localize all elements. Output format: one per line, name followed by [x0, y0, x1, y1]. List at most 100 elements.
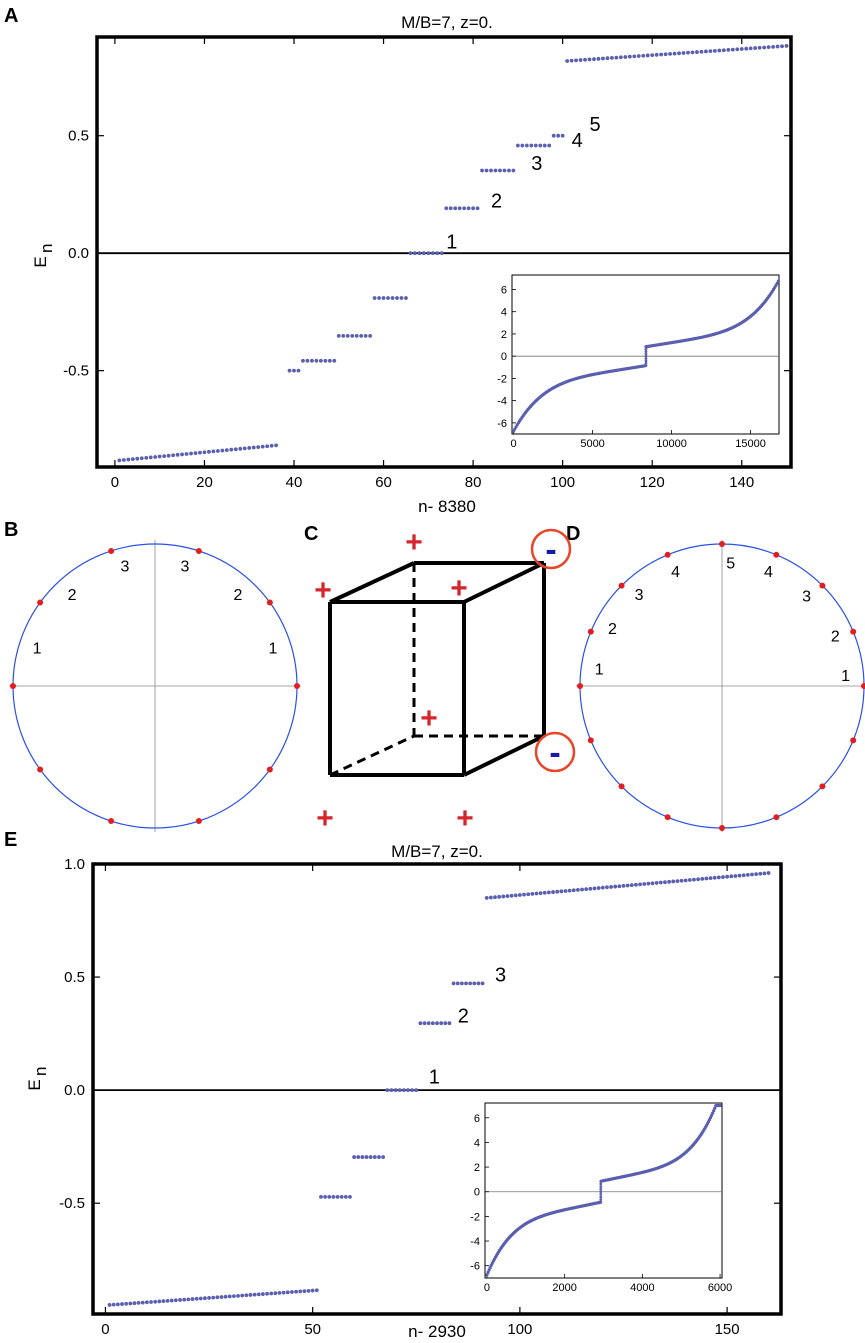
panel-label-e: E	[4, 829, 17, 851]
data-point	[686, 50, 690, 55]
data-point	[505, 894, 510, 898]
data-point	[443, 1021, 448, 1026]
data-point	[426, 251, 431, 256]
data-point	[207, 449, 211, 454]
data-point	[139, 456, 144, 461]
data-point	[111, 1302, 116, 1307]
data-point	[459, 981, 464, 986]
data-point	[447, 1021, 452, 1026]
inset-data-point	[599, 1182, 603, 1186]
data-point	[704, 876, 709, 881]
data-point	[583, 57, 587, 62]
inset-data-point	[644, 345, 648, 349]
data-point	[153, 455, 158, 459]
data-point	[207, 1295, 211, 1300]
data-point	[359, 333, 364, 338]
plot-frame	[91, 862, 783, 1316]
x-tick-label: 80	[465, 474, 482, 491]
data-point	[381, 296, 386, 300]
data-point	[184, 452, 189, 456]
inset-data-point	[644, 364, 648, 368]
data-point	[489, 168, 493, 173]
cube-c: + + + + + + - -	[314, 526, 576, 835]
data-point	[323, 358, 328, 363]
data-point	[368, 1155, 373, 1159]
data-point	[634, 882, 638, 887]
inset-data-point	[486, 1270, 490, 1275]
data-point	[385, 1088, 390, 1093]
root-point	[773, 814, 780, 821]
data-point	[310, 1288, 315, 1293]
data-point	[524, 143, 529, 148]
data-point	[128, 1301, 133, 1306]
data-point	[771, 44, 775, 49]
inset-y-tick-label: 6	[501, 284, 507, 296]
data-point	[716, 875, 721, 880]
data-point	[364, 1155, 369, 1159]
data-point	[565, 59, 570, 63]
data-point	[414, 1088, 419, 1093]
data-point	[198, 450, 202, 455]
level-label: 4	[572, 130, 583, 152]
x-tick-label: 60	[375, 474, 392, 491]
point-label: 5	[726, 555, 735, 572]
data-point	[120, 1302, 124, 1306]
data-point	[306, 1288, 311, 1293]
data-point	[341, 333, 346, 338]
data-point	[650, 53, 655, 58]
data-point	[663, 52, 668, 57]
y-tick-label: -0.5	[63, 363, 89, 380]
data-point	[632, 54, 637, 59]
data-point	[332, 358, 337, 363]
data-point	[498, 168, 502, 173]
data-point	[356, 1155, 361, 1159]
inset-data-point	[713, 1106, 717, 1110]
data-point	[708, 49, 713, 54]
data-point	[343, 1194, 348, 1199]
y-tick-label: 0.0	[64, 1082, 85, 1099]
root-point	[819, 783, 826, 790]
data-point	[417, 251, 422, 256]
root-point	[819, 582, 826, 589]
data-point	[509, 893, 514, 898]
inset-x-tick-label: 2000	[552, 1282, 576, 1294]
root-point	[719, 825, 725, 831]
data-point	[173, 1298, 178, 1303]
data-point	[336, 333, 341, 338]
level-label: 3	[531, 153, 542, 175]
data-point	[229, 447, 234, 452]
data-point	[211, 449, 216, 454]
data-point	[350, 333, 355, 338]
inset-x-tick-label: 4000	[630, 1282, 654, 1294]
chart-e-ylabel-main: E	[25, 1079, 44, 1090]
data-point	[148, 455, 153, 460]
data-point	[439, 1021, 444, 1026]
data-point	[285, 1290, 290, 1295]
data-point	[144, 1300, 149, 1305]
data-point	[592, 57, 596, 62]
data-point	[468, 981, 473, 986]
data-point	[169, 1298, 174, 1303]
data-point	[302, 1289, 307, 1294]
data-point	[617, 884, 622, 889]
root-point	[861, 683, 865, 689]
data-point	[538, 891, 543, 896]
data-point	[165, 1298, 170, 1303]
data-point	[377, 1155, 381, 1159]
inset-y-tick-label: 2	[501, 329, 507, 341]
x-tick-label: 50	[304, 1321, 321, 1338]
root-point	[587, 737, 594, 744]
data-point	[587, 57, 592, 62]
root-point	[577, 683, 583, 689]
x-tick-label: 150	[715, 1321, 740, 1338]
x-tick-label: 120	[640, 474, 665, 491]
inset-data-point	[644, 354, 648, 358]
data-point	[737, 873, 742, 878]
x-tick-label: 0	[101, 1321, 109, 1338]
data-point	[762, 871, 767, 876]
data-point	[215, 1295, 220, 1300]
root-point	[294, 683, 300, 689]
plot-frame	[95, 35, 793, 469]
data-point	[721, 875, 725, 879]
data-point	[251, 445, 256, 450]
